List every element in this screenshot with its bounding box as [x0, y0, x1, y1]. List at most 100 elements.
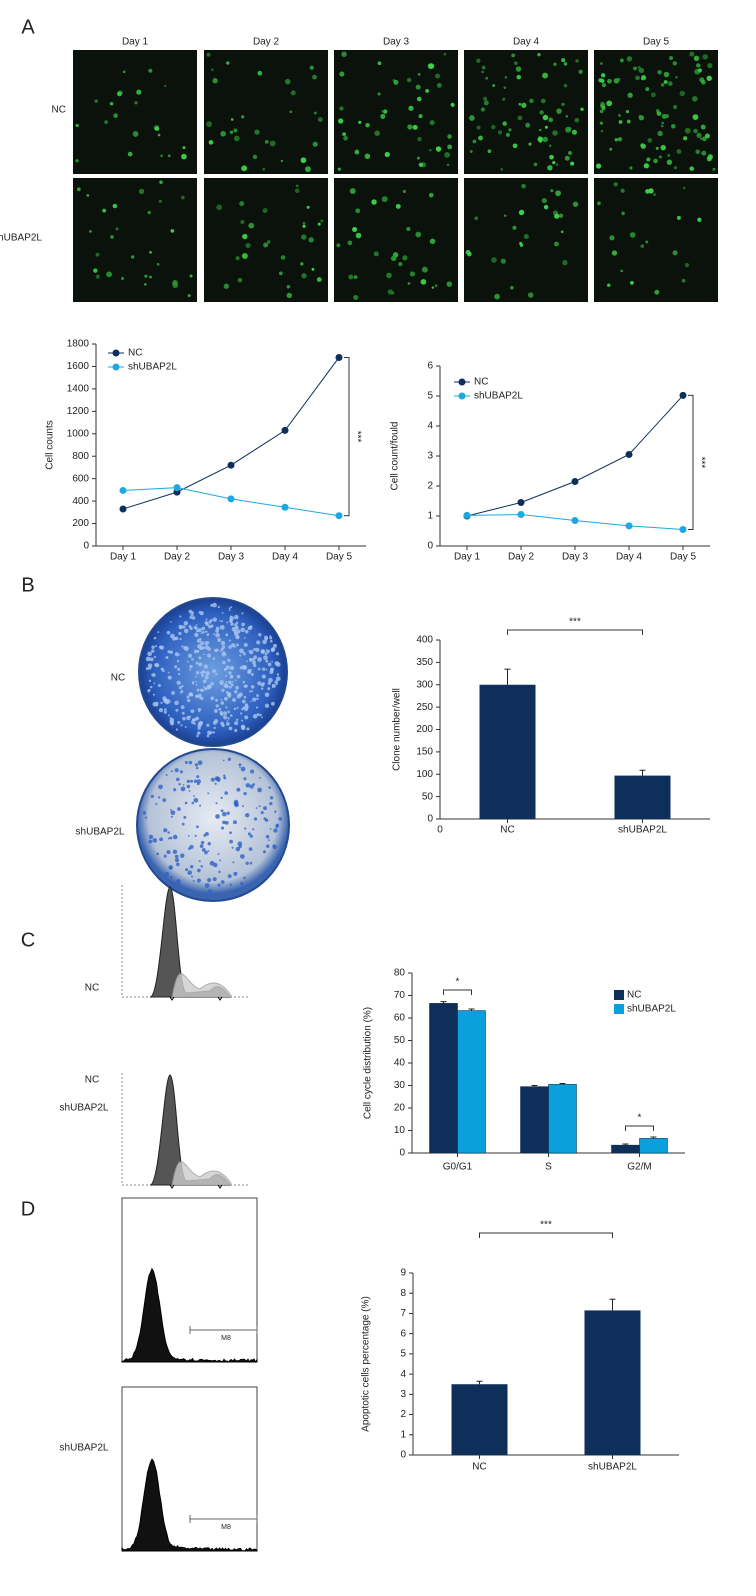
- cell: [402, 189, 406, 193]
- colony: [193, 795, 195, 797]
- cell: [693, 55, 700, 61]
- colony: [196, 688, 200, 692]
- y-tick-label: 3: [400, 1389, 406, 1400]
- cell: [110, 235, 114, 239]
- cell: [301, 273, 307, 279]
- colony: [154, 645, 158, 648]
- colony: [168, 837, 171, 840]
- colony: [227, 757, 232, 761]
- cell: [443, 52, 447, 56]
- colony: [184, 628, 189, 634]
- cell: [500, 258, 506, 264]
- cell: [305, 166, 311, 173]
- colony: [199, 844, 204, 849]
- cell: [640, 244, 645, 248]
- colony: [194, 834, 197, 837]
- cell: [540, 98, 546, 104]
- colony: [184, 760, 188, 764]
- colony: [264, 703, 269, 708]
- y-tick-label: 60: [394, 1013, 406, 1024]
- colony: [191, 658, 194, 661]
- cell: [491, 124, 496, 130]
- colony: [158, 784, 163, 790]
- colony: [229, 883, 233, 886]
- cell: [234, 135, 240, 142]
- cell: [683, 136, 688, 141]
- colony: [196, 629, 199, 633]
- cell: [638, 115, 645, 121]
- point: [571, 517, 579, 524]
- colony: [156, 852, 159, 856]
- colony: [198, 656, 202, 660]
- cell: [487, 149, 492, 154]
- colony: [210, 696, 215, 701]
- cell: [122, 70, 126, 74]
- significance-bracket: [479, 1232, 613, 1238]
- row-label: NC: [85, 983, 99, 994]
- significance-label: ***: [540, 1220, 552, 1231]
- cell: [308, 237, 314, 243]
- cell: [130, 255, 135, 259]
- cell: [467, 251, 472, 257]
- cell: [617, 77, 621, 81]
- colony: [240, 854, 245, 859]
- colony: [215, 814, 220, 819]
- cell: [676, 149, 682, 154]
- cell: [381, 196, 388, 203]
- x-tick-label: S: [545, 1162, 552, 1173]
- cell: [516, 74, 522, 80]
- cell: [635, 75, 640, 81]
- series-line: [466, 395, 684, 517]
- colony: [160, 667, 164, 671]
- colony: [205, 831, 209, 836]
- colony: [225, 706, 228, 709]
- cell-cycle-histogram: [121, 885, 250, 1001]
- colony: [195, 661, 199, 665]
- cell: [539, 110, 544, 115]
- cell: [220, 130, 226, 137]
- colony: [195, 624, 198, 626]
- point: [281, 426, 289, 434]
- cell: [280, 255, 286, 260]
- y-tick-label: 7: [400, 1308, 406, 1319]
- cell: [600, 62, 603, 65]
- colony: [256, 640, 261, 645]
- cell: [643, 163, 650, 169]
- y-tick-label: 70: [394, 990, 406, 1001]
- significance-bracket: [443, 989, 472, 995]
- colony: [207, 841, 211, 846]
- colony: [207, 850, 210, 853]
- cell: [707, 63, 713, 69]
- colony: [269, 634, 272, 637]
- colony: [229, 686, 232, 689]
- colony: [196, 775, 200, 779]
- cell: [353, 275, 358, 279]
- colony: [223, 683, 229, 688]
- y-tick-label: 80: [394, 968, 406, 979]
- y-tick-label: 30: [394, 1080, 406, 1091]
- colony: [177, 667, 181, 671]
- colony: [155, 802, 158, 806]
- colony: [257, 787, 262, 793]
- cell: [435, 73, 441, 79]
- colony: [220, 809, 224, 813]
- cell: [262, 208, 268, 214]
- micrograph: [334, 50, 458, 174]
- cell: [353, 294, 359, 300]
- cell: [474, 216, 479, 221]
- colony: [227, 710, 230, 714]
- colony: [176, 862, 180, 867]
- colony: [155, 703, 159, 707]
- cell: [510, 286, 514, 290]
- cell: [309, 65, 314, 70]
- colony: [231, 846, 234, 849]
- cell: [355, 208, 361, 214]
- colony: [238, 763, 242, 767]
- colony: [228, 639, 231, 642]
- cell: [352, 227, 358, 233]
- colony: [170, 633, 175, 639]
- colony: [240, 881, 244, 886]
- colony: [271, 685, 274, 688]
- y-tick-label: 8: [400, 1288, 406, 1299]
